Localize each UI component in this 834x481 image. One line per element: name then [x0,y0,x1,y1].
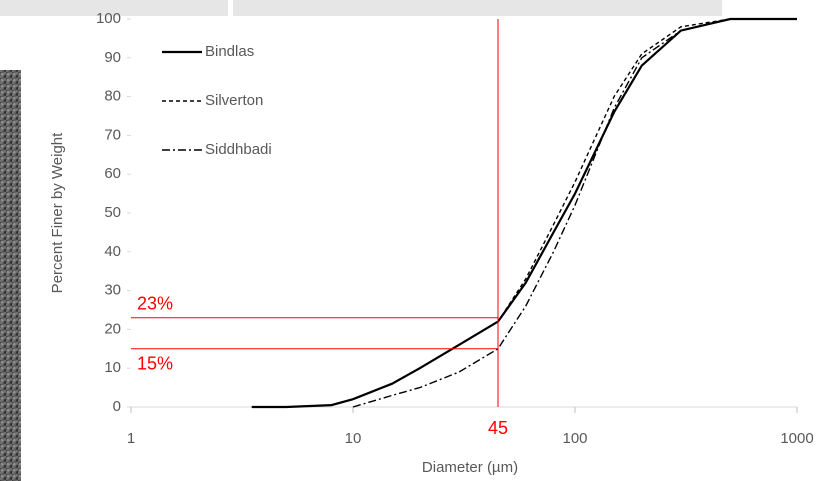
y-tick-label: 80 [104,88,121,105]
x-tick-label: 1000 [780,430,813,447]
y-tick-label: 70 [104,126,121,143]
top-bar [233,0,722,16]
legend-label: Silverton [205,92,263,109]
y-axis-title: Percent Finer by Weight [49,132,66,293]
annotation-label: 45 [488,418,508,438]
y-tick-label: 20 [104,320,121,337]
sem-image [0,70,21,481]
y-tick-label: 60 [104,165,121,182]
annotation-label: 15% [137,354,173,374]
x-axis-title: Diameter (µm) [422,459,518,476]
y-tick-label: 40 [104,243,121,260]
y-tick-label: 30 [104,282,121,299]
annotation-label: 23% [137,294,173,314]
x-tick-label: 1 [127,430,135,447]
x-tick-label: 100 [562,430,587,447]
y-tick-label: 100 [96,10,121,27]
legend-label: Siddhbadi [205,141,272,158]
y-tick-label: 10 [104,359,121,376]
chart: Diameter (µm) Percent Finer by Weight 01… [0,0,834,481]
y-tick-label: 50 [104,204,121,221]
x-tick-label: 10 [345,430,362,447]
y-tick-label: 0 [113,398,121,415]
y-tick-label: 90 [104,49,121,66]
legend-label: Bindlas [205,43,254,60]
